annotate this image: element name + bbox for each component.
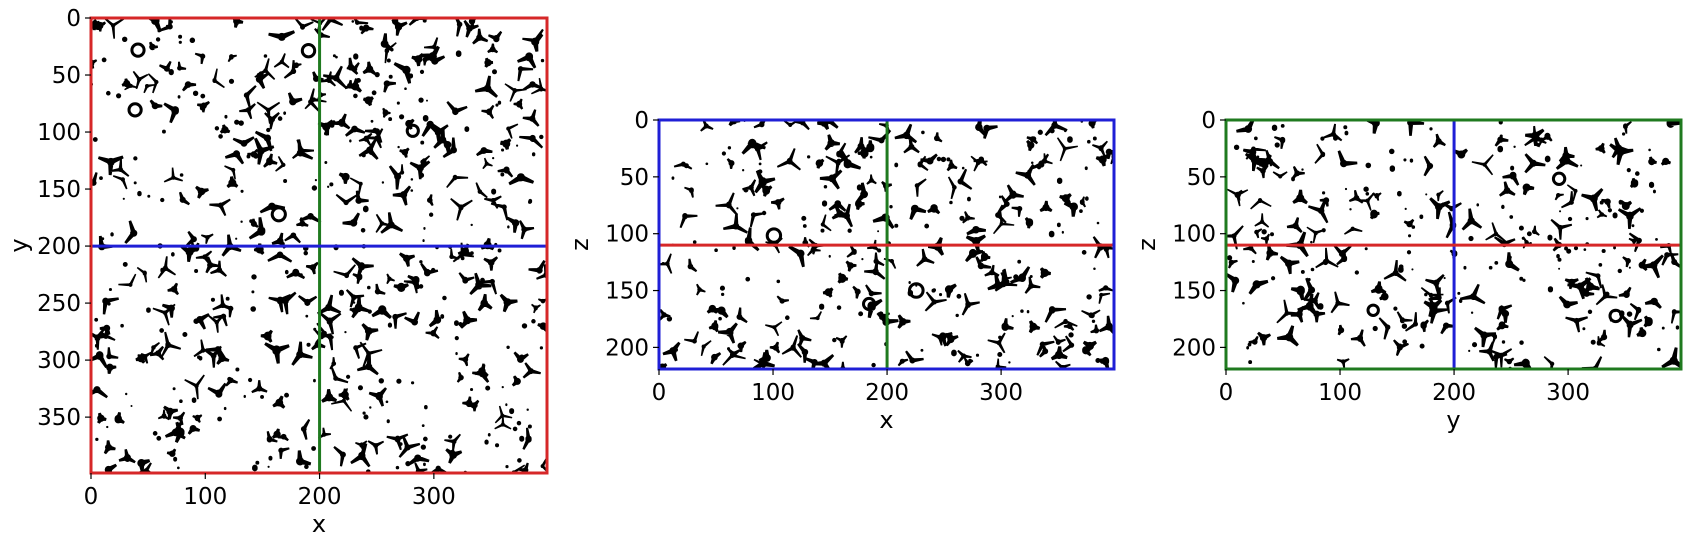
x-tick-label: 100: [183, 484, 227, 510]
y-tick-label: 100: [1172, 222, 1216, 248]
y-tick-label: 150: [37, 177, 81, 203]
panel-xy-slice: 0 100 200 300 0 50 100 150 200 250 300 350 x y: [5, 6, 549, 538]
y-tick-label: 100: [605, 222, 649, 248]
y-tick-label: 0: [634, 108, 649, 134]
microstructure-texture: [659, 120, 1114, 369]
x-tick-label: 300: [1546, 380, 1590, 406]
x-tick-label: 100: [751, 380, 795, 406]
x-tick-label: 200: [1432, 380, 1476, 406]
x-tick-label: 0: [652, 380, 667, 406]
x-tick-label: 200: [865, 380, 909, 406]
x-tick-label: 300: [979, 380, 1023, 406]
y-axis-label: z: [1133, 238, 1161, 251]
y-tick-label: 150: [1172, 279, 1216, 305]
x-tick-label: 200: [298, 484, 342, 510]
y-tick-label: 100: [37, 120, 81, 146]
x-axis-label: y: [1446, 406, 1460, 434]
x-tick-label: 0: [1219, 380, 1234, 406]
y-axis-label: z: [566, 238, 594, 251]
y-tick-label: 0: [1201, 108, 1216, 134]
y-tick-label: 0: [66, 6, 81, 32]
y-tick-label: 200: [37, 234, 81, 260]
x-tick-label: 100: [1318, 380, 1362, 406]
y-axis-label: y: [5, 238, 33, 252]
y-tick-label: 50: [620, 165, 649, 191]
y-tick-label: 200: [1172, 335, 1216, 361]
y-tick-label: 350: [37, 405, 81, 431]
y-tick-label: 150: [605, 279, 649, 305]
y-tick-label: 300: [37, 348, 81, 374]
x-axis-label: x: [879, 406, 893, 434]
x-tick-label: 300: [412, 484, 456, 510]
y-tick-label: 50: [52, 63, 81, 89]
y-tick-label: 250: [37, 291, 81, 317]
y-tick-label: 50: [1187, 165, 1216, 191]
x-axis-label: x: [312, 510, 326, 538]
x-tick-label: 0: [84, 484, 99, 510]
y-tick-label: 200: [605, 335, 649, 361]
